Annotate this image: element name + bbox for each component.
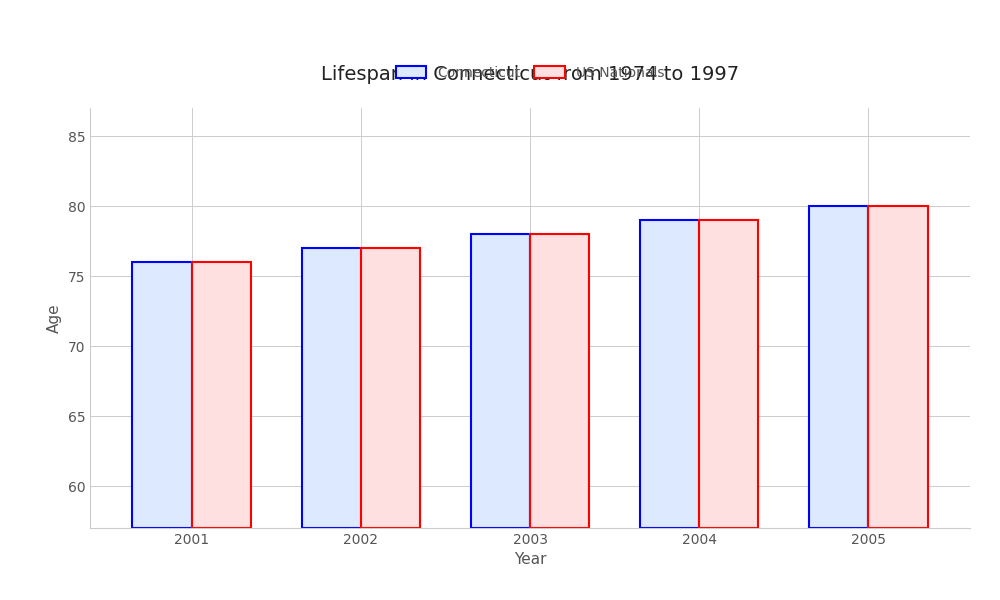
Title: Lifespan in Connecticut from 1974 to 1997: Lifespan in Connecticut from 1974 to 199… [321, 65, 739, 84]
Bar [530, 234, 589, 528]
Bar [132, 262, 192, 528]
Bar [471, 234, 530, 528]
Bar [809, 206, 868, 528]
Bar [868, 206, 928, 528]
Bar [640, 220, 699, 528]
Y-axis label: Age: Age [47, 303, 62, 333]
Bar [361, 248, 420, 528]
Bar [192, 262, 251, 528]
Bar [302, 248, 361, 528]
Legend: Connecticut, US Nationals: Connecticut, US Nationals [390, 61, 670, 85]
Bar [699, 220, 758, 528]
X-axis label: Year: Year [514, 553, 546, 568]
